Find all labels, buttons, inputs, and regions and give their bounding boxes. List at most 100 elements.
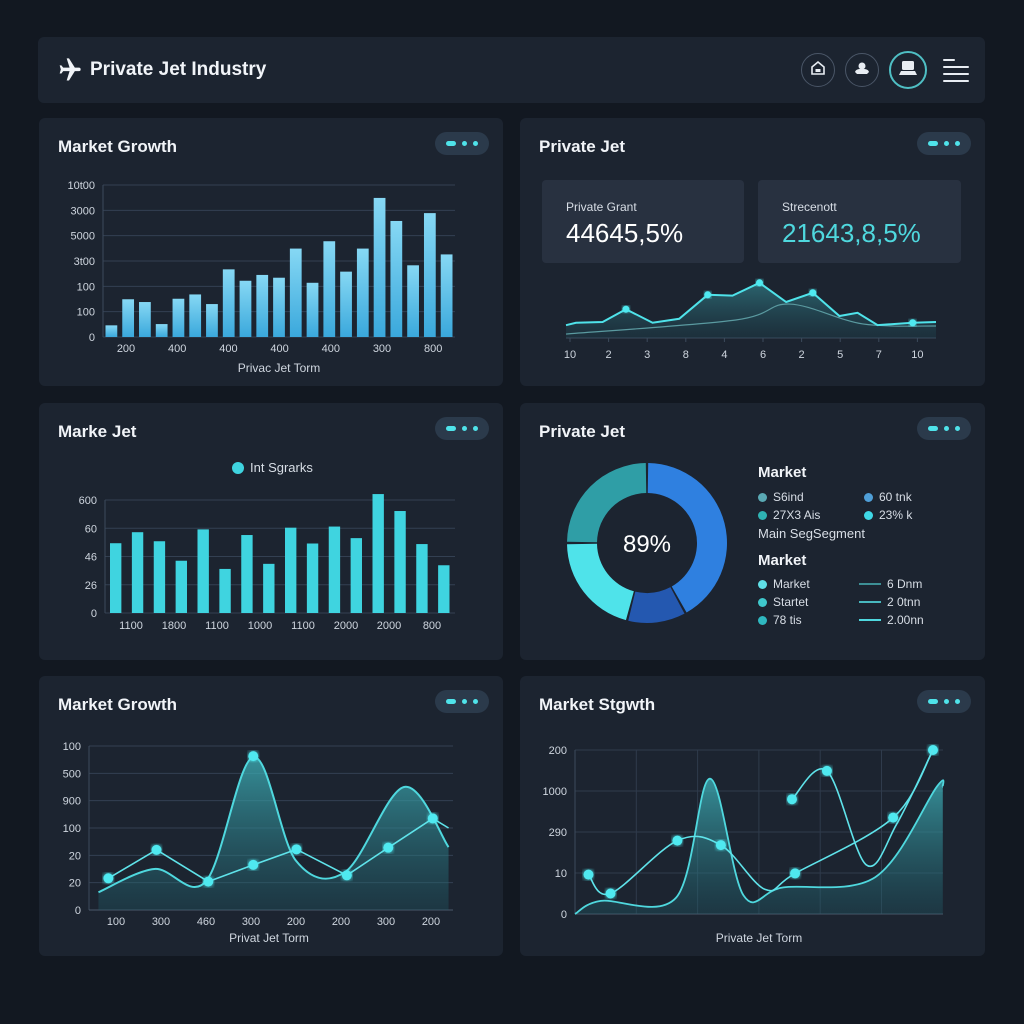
data-point: [383, 842, 394, 853]
legend-label: 23% k: [879, 508, 913, 522]
stat-label: Private Grant: [566, 200, 637, 214]
y-tick-label: 10t00: [67, 180, 95, 192]
home-button[interactable]: [801, 53, 835, 87]
legend-item: 60 tnk: [864, 490, 912, 504]
x-tick-label: 200: [287, 916, 305, 928]
stat-value: 21643,8,5%: [782, 218, 921, 248]
card-title: Private Jet: [539, 137, 625, 156]
x-tick-label: 1100: [291, 620, 315, 632]
legend-label: Market: [773, 577, 810, 591]
x-tick-label: 2000: [334, 620, 358, 632]
bar: [105, 325, 118, 337]
stat-label: Strecenott: [782, 200, 837, 214]
donut-center-label: 89%: [623, 531, 671, 558]
computer-button[interactable]: [889, 51, 927, 89]
x-axis-label: Private Jet Torm: [716, 931, 802, 945]
bar: [175, 560, 187, 613]
series-line: [565, 281, 937, 327]
x-tick-label: 5: [837, 349, 843, 361]
bar: [390, 220, 403, 337]
data-point: [203, 876, 214, 887]
more-options-button[interactable]: [917, 132, 971, 155]
legend-title: Market: [758, 552, 807, 569]
x-tick-label: 100: [107, 916, 125, 928]
data-point: [704, 291, 712, 299]
bar: [139, 302, 151, 337]
legend-item: 27X3 Ais: [758, 508, 820, 522]
chart-svg: 0 26 46 60 600 1100 1800 1100 1000 1100 2000 2000 80…: [79, 494, 455, 632]
users-button[interactable]: [845, 53, 879, 87]
card-title: Market Growth: [58, 137, 178, 156]
bar: [172, 298, 185, 337]
data-point: [248, 751, 259, 762]
card-title: Market Stgwth: [539, 695, 656, 714]
data-point: [756, 279, 764, 287]
chart-svg: 89%: [567, 463, 727, 623]
more-options-button[interactable]: [435, 417, 489, 440]
more-options-button[interactable]: [435, 690, 489, 713]
y-tick-label: 5000: [71, 231, 95, 243]
legend-value-text: 2 0tnn: [887, 595, 921, 609]
y-tick-label: 500: [63, 768, 81, 780]
bar: [273, 277, 285, 337]
legend-label: Int Sgrarks: [250, 460, 313, 475]
data-point: [605, 888, 616, 899]
bar: [306, 543, 319, 613]
legend-item: S6ind: [758, 490, 804, 504]
app-header: Private Jet Industry: [38, 37, 985, 103]
legend-item: 78 tis: [758, 613, 802, 627]
bar: [323, 241, 336, 337]
bar: [356, 248, 369, 337]
x-tick-label: 200: [332, 916, 350, 928]
bar: [155, 324, 168, 337]
x-tick-label: 10: [564, 349, 576, 361]
market-stgwth-area-card: 0 10 290 1000 200 Private Jet Torm Market Stgw…: [520, 676, 985, 956]
menu-icon[interactable]: [943, 57, 969, 83]
bar: [328, 526, 341, 613]
area-fill: [575, 778, 944, 914]
bar: [340, 271, 352, 337]
legend-value: 2.00nn: [859, 613, 924, 627]
x-axis-label: Privat Jet Torm: [229, 931, 309, 945]
airplane-icon: [54, 55, 84, 85]
bar: [438, 565, 450, 613]
legend-label: Startet: [773, 595, 809, 609]
bar: [222, 269, 235, 337]
bar: [153, 541, 166, 613]
y-tick-label: 900: [63, 796, 81, 808]
bar: [416, 544, 428, 613]
x-tick-label: 1100: [205, 620, 229, 632]
y-tick-label: 3t00: [74, 256, 95, 268]
legend-value-text: 2.00nn: [887, 613, 924, 627]
legend-label: 27X3 Ais: [773, 508, 821, 522]
private-jet-donut-card: 89% Private Jet Market S6ind 27X3 Ais 60 …: [520, 403, 985, 660]
donut-slice: [647, 463, 727, 613]
more-options-button[interactable]: [917, 690, 971, 713]
x-tick-label: 1100: [119, 620, 143, 632]
y-tick-label: 20: [69, 850, 81, 862]
x-tick-label: 300: [373, 343, 391, 355]
y-tick-label: 1000: [543, 786, 567, 798]
x-tick-label: 800: [423, 620, 441, 632]
card-title: Marke Jet: [58, 422, 137, 441]
data-point: [672, 835, 683, 846]
bar: [197, 529, 209, 613]
x-tick-label: 300: [377, 916, 395, 928]
bar: [256, 274, 269, 337]
legend-item: 23% k: [864, 508, 912, 522]
x-tick-label: 2: [606, 349, 612, 361]
bar: [122, 299, 135, 337]
bar: [423, 213, 436, 337]
x-tick-label: 3: [644, 349, 650, 361]
data-point: [583, 869, 594, 880]
data-point: [427, 813, 438, 824]
legend-label: 60 tnk: [879, 490, 912, 504]
x-tick-label: 400: [270, 343, 288, 355]
more-options-button[interactable]: [917, 417, 971, 440]
x-tick-label: 2: [799, 349, 805, 361]
computer-icon: [898, 60, 918, 81]
donut-slice: [628, 587, 685, 623]
chart-legend: Int Sgrarks: [232, 460, 313, 475]
more-options-button[interactable]: [435, 132, 489, 155]
x-tick-label: 4: [721, 349, 727, 361]
